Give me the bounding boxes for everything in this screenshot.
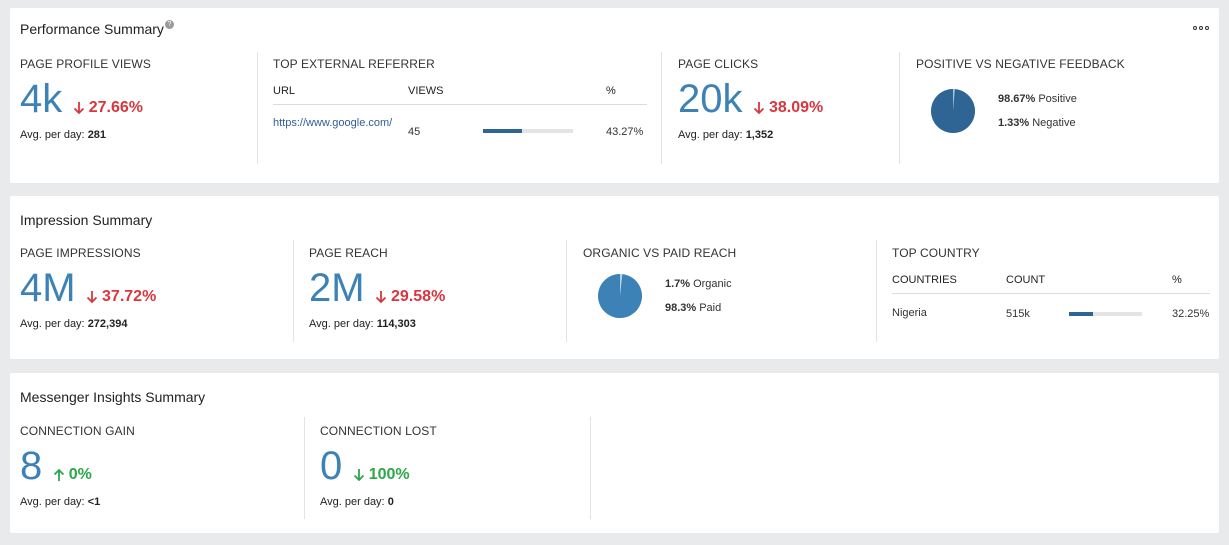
country-header: COUNTRIES (892, 274, 957, 286)
page-reach-label: PAGE REACH (309, 246, 388, 260)
country-progress-fill (1069, 312, 1093, 316)
table-header-line (892, 293, 1210, 294)
connection-gain-section: CONNECTION GAIN 8 0% Avg. per day: <1 (20, 424, 135, 508)
arrow-down-icon (86, 291, 98, 304)
page-reach-value: 2M (309, 266, 365, 310)
feedback-negative-legend: 1.33% Negative (998, 117, 1076, 129)
divider (876, 240, 877, 342)
impression-summary-card: Impression Summary PAGE IMPRESSIONS 4M 3… (10, 196, 1219, 359)
page-clicks-section: PAGE CLICKS 20k 38.09% Avg. per day: 1,3… (678, 57, 823, 141)
arrow-down-icon (753, 102, 765, 115)
referrer-pct-value: 43.27% (606, 126, 644, 138)
connection-gain-label: CONNECTION GAIN (20, 424, 135, 438)
page-clicks-change: 38.09% (753, 99, 823, 119)
page-reach-avg: Avg. per day: 114,303 (309, 318, 416, 330)
page-clicks-label: PAGE CLICKS (678, 57, 759, 71)
arrow-down-icon (353, 469, 364, 482)
divider (304, 417, 305, 519)
paid-slice (598, 274, 642, 318)
page-reach-section: PAGE REACH 2M 29.58% Avg. per day: 114,3… (309, 246, 445, 330)
country-name: Nigeria (892, 307, 927, 319)
count-header: COUNT (1006, 274, 1046, 286)
divider (590, 417, 591, 519)
reach-pie-chart (598, 274, 642, 318)
referrer-views-value: 45 (408, 126, 421, 138)
more-options-icon[interactable] (1193, 26, 1209, 30)
page-impressions-change: 37.72% (86, 288, 156, 308)
top-country-section: TOP COUNTRY (892, 246, 980, 260)
referrer-views-header: VIEWS (408, 85, 444, 97)
messenger-summary-title: Messenger Insights Summary (20, 389, 206, 405)
connection-lost-avg: Avg. per day: 0 (320, 496, 394, 508)
paid-legend: 98.3% Paid (665, 302, 722, 314)
divider (899, 52, 900, 164)
connection-gain-change: 0% (53, 466, 92, 486)
country-pct-header: % (1172, 274, 1182, 286)
page-impressions-avg: Avg. per day: 272,394 (20, 318, 128, 330)
referrer-url-link[interactable]: https://www.google.com/ (273, 117, 393, 129)
table-row: https://www.google.com/ (273, 116, 393, 131)
organic-paid-label: ORGANIC VS PAID REACH (583, 246, 737, 260)
page-clicks-value: 20k (678, 77, 743, 121)
help-icon[interactable]: ? (164, 20, 174, 29)
referrer-progress-bar (483, 129, 573, 133)
messenger-summary-card: Messenger Insights Summary CONNECTION GA… (10, 373, 1219, 533)
table-header-line (273, 104, 647, 105)
referrer-progress-fill (483, 129, 522, 133)
connection-gain-value: 8 (20, 444, 43, 488)
impression-summary-title: Impression Summary (20, 212, 153, 228)
page-profile-views-change: 27.66% (73, 99, 143, 119)
page-profile-views-section: PAGE PROFILE VIEWS 4k 27.66% Avg. per da… (20, 57, 151, 141)
page-profile-views-value: 4k (20, 77, 63, 121)
page-profile-views-avg: Avg. per day: 281 (20, 129, 107, 141)
page-impressions-value: 4M (20, 266, 76, 310)
positive-slice (931, 89, 975, 133)
connection-lost-change: 100% (353, 466, 410, 486)
referrer-pct-header: % (606, 85, 616, 97)
performance-summary-title: Performance Summary? (20, 20, 174, 37)
organic-legend: 1.7% Organic (665, 278, 732, 290)
feedback-positive-legend: 98.67% Positive (998, 93, 1077, 105)
top-country-label: TOP COUNTRY (892, 246, 980, 260)
connection-gain-avg: Avg. per day: <1 (20, 496, 101, 508)
connection-lost-value: 0 (320, 444, 343, 488)
page-profile-views-label: PAGE PROFILE VIEWS (20, 57, 151, 71)
referrer-url-header: URL (273, 85, 296, 97)
feedback-label: POSITIVE VS NEGATIVE FEEDBACK (916, 57, 1125, 71)
arrow-up-icon (53, 468, 64, 481)
country-progress-bar (1069, 312, 1142, 316)
divider (293, 240, 294, 342)
performance-summary-card: Performance Summary? PAGE PROFILE VIEWS … (10, 8, 1219, 183)
country-pct: 32.25% (1172, 308, 1210, 320)
page-clicks-avg: Avg. per day: 1,352 (678, 129, 774, 141)
feedback-pie-chart (931, 89, 975, 133)
divider (566, 240, 567, 342)
divider (257, 52, 258, 164)
feedback-section: POSITIVE VS NEGATIVE FEEDBACK (916, 57, 1125, 71)
page-reach-change: 29.58% (375, 288, 445, 308)
organic-paid-section: ORGANIC VS PAID REACH (583, 246, 736, 260)
connection-lost-section: CONNECTION LOST 0 100% Avg. per day: 0 (320, 424, 437, 508)
page-impressions-label: PAGE IMPRESSIONS (20, 246, 141, 260)
connection-lost-label: CONNECTION LOST (320, 424, 437, 438)
country-count: 515k (1006, 308, 1030, 320)
arrow-down-icon (375, 291, 387, 304)
top-referrer-section: TOP EXTERNAL REFERRER (273, 57, 435, 71)
arrow-down-icon (73, 102, 84, 115)
page-impressions-section: PAGE IMPRESSIONS 4M 37.72% Avg. per day:… (20, 246, 156, 330)
divider (661, 52, 662, 164)
top-referrer-label: TOP EXTERNAL REFERRER (273, 57, 435, 71)
